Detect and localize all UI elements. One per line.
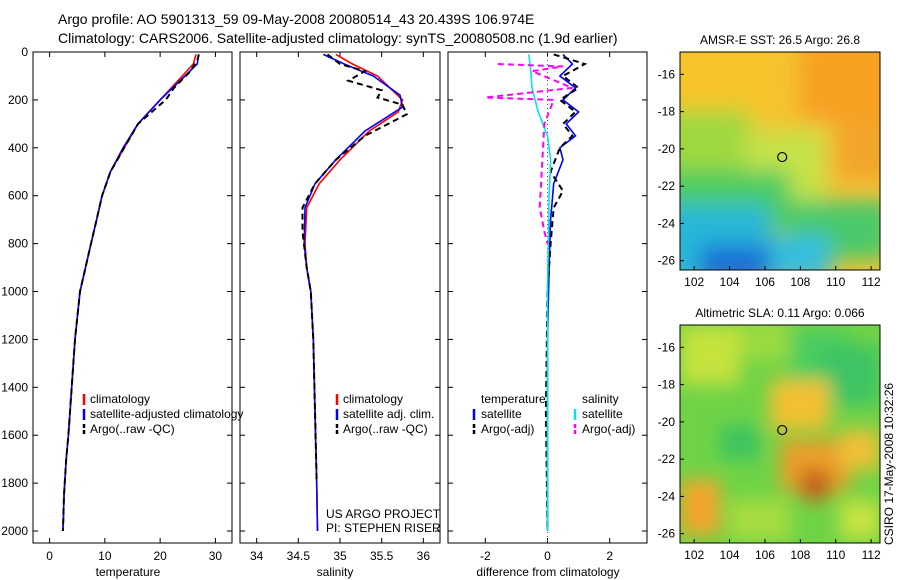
map-xtick-label: 108 (790, 548, 810, 562)
salinity-profile-xtick-label: 35.5 (370, 549, 394, 563)
temperature-profile-xtick-label: 20 (153, 549, 167, 563)
diff-legend-temp-satellite: satellite (481, 407, 522, 421)
depth-tick-label: 600 (8, 189, 28, 203)
map-ytick-label: -18 (658, 105, 676, 119)
depth-tick-label: 400 (8, 141, 28, 155)
temperature-profile-xtick-label: 0 (46, 549, 53, 563)
map-ytick-label: -26 (658, 254, 676, 268)
diff-legend-temp-argo: Argo(-adj) (481, 422, 534, 436)
argo-float-marker (777, 151, 788, 163)
salinity-profile-xtick-label: 34 (250, 549, 264, 563)
figure-title-line2: Climatology: CARS2006. Satellite-adjuste… (58, 30, 618, 46)
map-ytick-label: -20 (658, 415, 676, 429)
difference-profile-xtick-label: -2 (480, 549, 491, 563)
diff-legend-sal-title: salinity (582, 392, 619, 406)
temperature-profile-frame (32, 51, 233, 544)
temperature-profile-series-satellite-adjusted-climatology (62, 54, 200, 532)
sal-legend-climatology: climatology (343, 392, 403, 406)
temperature-profile-panel: 0 10 20 30 0 200 400 600 800 1000 1200 1400 1600 1800… (1, 45, 233, 563)
sal-xlabel: salinity (317, 565, 354, 579)
map-1-axes: 102 104 106 108 110 112 -16 -18 -20 -22 -24 -26 (658, 340, 881, 562)
map-ytick-label: -18 (658, 378, 676, 392)
diff-legend-sal-satellite: satellite (582, 407, 623, 421)
salinity-profile-xtick-label: 36 (417, 549, 431, 563)
salinity-profile-series-satellite-adj-clim- (303, 53, 404, 532)
temperature-profile-xtick-label: 30 (209, 549, 223, 563)
map-xtick-label: 102 (684, 548, 704, 562)
difference-profile-series-salinity-satellite (528, 54, 552, 531)
sal-legend-argo: Argo(..raw -QC) (343, 422, 428, 436)
diff-legend-sal-argo: Argo(-adj) (582, 422, 635, 436)
sla-map-title: Altimetric SLA: 0.11 Argo: 0.066 (695, 306, 865, 320)
temperature-profile-xtick-label: 10 (98, 549, 112, 563)
sst-map-frame (679, 51, 881, 271)
project-annotation: US ARGO PROJECT (326, 507, 441, 521)
map-xtick-label: 108 (790, 275, 810, 289)
sst-map-title: AMSR-E SST: 26.5 Argo: 26.8 (700, 33, 860, 47)
sla-map-field (680, 325, 880, 543)
depth-tick-label: 1800 (1, 476, 28, 490)
difference-profile-panel: -2 0 2 (447, 51, 648, 563)
difference-profile-series-temperature-satellite (546, 53, 580, 531)
temp-legend-climatology: climatology (90, 392, 150, 406)
map-ytick-label: -24 (658, 489, 676, 503)
map-xtick-label: 110 (826, 548, 845, 562)
depth-tick-label: 1200 (1, 332, 28, 346)
temp-xlabel: temperature (96, 565, 161, 579)
side-timestamp-label: CSIRO 17-May-2008 10:32:26 (882, 383, 896, 545)
difference-profile-series-temperature-argo-adj- (544, 53, 588, 532)
pi-annotation: PI: STEPHEN RISER (326, 521, 441, 535)
depth-tick-label: 1000 (1, 285, 28, 299)
depth-tick-label: 0 (21, 45, 28, 59)
map-xtick-label: 106 (755, 275, 775, 289)
salinity-profile-xtick-label: 34.5 (287, 549, 311, 563)
map-ytick-label: -22 (658, 179, 676, 193)
temp-legend-argo: Argo(..raw -QC) (90, 422, 175, 436)
salinity-profile-series-climatology (304, 53, 404, 532)
map-0-axes: 102 104 106 108 110 112 -16 -18 -20 -22 -24 -26 (658, 67, 881, 289)
salinity-profile-frame (239, 51, 441, 544)
difference-profile-xtick-label: 2 (606, 549, 613, 563)
depth-tick-label: 1400 (1, 380, 28, 394)
map-ytick-label: -22 (658, 452, 676, 466)
temperature-profile-series-climatology (62, 54, 197, 532)
depth-tick-label: 200 (8, 93, 28, 107)
salinity-profile-xtick-label: 35 (333, 549, 347, 563)
salinity-profile-panel: 34 34.5 35 35.5 36 (239, 51, 441, 563)
map-ytick-label: -24 (658, 216, 676, 230)
figure-title-line1: Argo profile: AO 5901313_59 09-May-2008 … (58, 11, 534, 27)
depth-tick-label: 800 (8, 237, 28, 251)
map-ytick-label: -20 (658, 142, 676, 156)
depth-tick-label: 2000 (1, 524, 28, 538)
map-xtick-label: 102 (684, 275, 704, 289)
map-xtick-label: 112 (862, 548, 881, 562)
chart-marks-layer: 0 10 20 30020040060080010001200140016001800… (1, 45, 881, 563)
map-xtick-label: 106 (755, 548, 775, 562)
sla-map-frame (679, 324, 881, 544)
map-ytick-label: -16 (658, 340, 676, 354)
diff-xlabel: difference from climatology (476, 565, 619, 579)
difference-profile-xtick-label: 0 (544, 549, 551, 563)
depth-tick-label: 1600 (1, 428, 28, 442)
temperature-profile-series-argo-raw-qc- (61, 54, 200, 532)
map-ytick-label: -16 (658, 67, 676, 81)
diff-legend-temp-title: temperature (481, 392, 546, 406)
argo-float-marker (777, 424, 788, 436)
map-xtick-label: 104 (720, 548, 740, 562)
temp-legend-satellite: satellite-adjusted climatology (90, 407, 243, 421)
sal-legend-satellite: satellite adj. clim. (343, 407, 434, 421)
map-xtick-label: 110 (826, 275, 845, 289)
map-ytick-label: -26 (658, 527, 676, 541)
difference-profile-series-salinity-argo-adj- (485, 63, 573, 244)
map-xtick-label: 104 (720, 275, 740, 289)
sst-map-field (680, 52, 880, 270)
map-xtick-label: 112 (862, 275, 881, 289)
